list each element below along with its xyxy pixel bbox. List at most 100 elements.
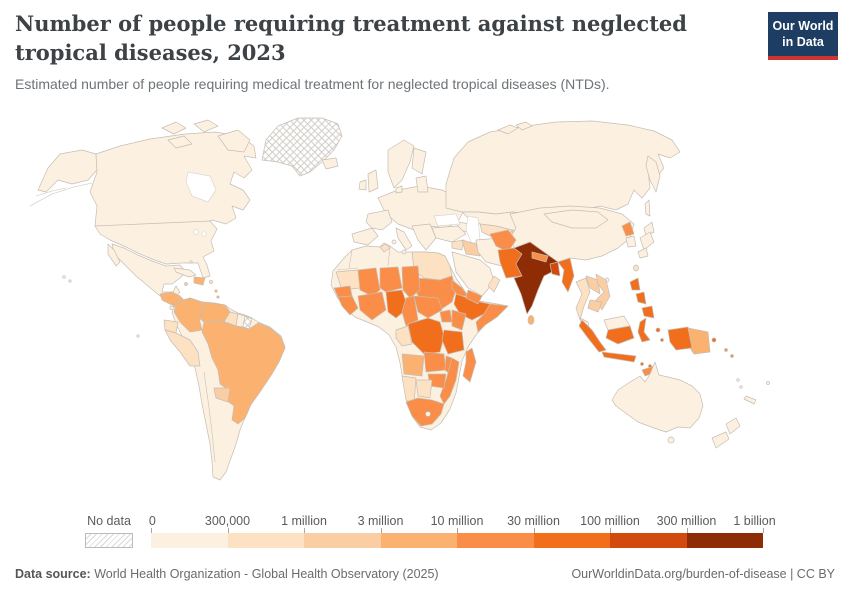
- peninsula-kamchatka[interactable]: [645, 155, 661, 193]
- country-dr-congo[interactable]: [407, 317, 445, 355]
- island-moluccas[interactable]: [660, 338, 664, 342]
- region-baltics[interactable]: [415, 175, 429, 193]
- country-laos[interactable]: [585, 275, 601, 295]
- country-brazil[interactable]: [201, 319, 286, 425]
- country-france[interactable]: [365, 209, 393, 231]
- region-scandinavia[interactable]: [387, 139, 415, 189]
- island-bahamas[interactable]: [189, 260, 193, 264]
- island-borneo-indonesia[interactable]: [605, 325, 635, 345]
- country-sri-lanka[interactable]: [527, 315, 535, 325]
- island-galapagos[interactable]: [136, 334, 140, 338]
- country-south-korea[interactable]: [625, 235, 637, 248]
- country-united-states[interactable]: [94, 220, 218, 279]
- island-hawaii[interactable]: [62, 275, 66, 279]
- country-paraguay[interactable]: [213, 387, 231, 403]
- arctic-island-baffin[interactable]: [217, 129, 251, 153]
- legend-bin-7[interactable]: [610, 533, 687, 548]
- country-philippines[interactable]: [641, 305, 655, 319]
- country-nepal[interactable]: [531, 251, 549, 263]
- legend-bin-5[interactable]: [457, 533, 534, 548]
- island-vanuatu[interactable]: [736, 378, 740, 382]
- country-japan[interactable]: [643, 221, 655, 237]
- country-tanzania[interactable]: [441, 329, 465, 355]
- region-west-papua-indonesia[interactable]: [667, 326, 693, 351]
- country-philippines[interactable]: [629, 277, 641, 291]
- arctic-island[interactable]: [167, 135, 193, 149]
- island-vanuatu[interactable]: [739, 385, 743, 389]
- country-chad[interactable]: [401, 265, 421, 299]
- country-cambodia[interactable]: [587, 299, 603, 313]
- island-taiwan[interactable]: [633, 264, 639, 272]
- country-botswana[interactable]: [415, 379, 433, 399]
- island-antilles[interactable]: [214, 289, 218, 293]
- country-denmark[interactable]: [395, 185, 403, 194]
- island-novaya-zemlya[interactable]: [497, 124, 519, 135]
- country-peru[interactable]: [164, 329, 201, 367]
- region-balkans-greece[interactable]: [411, 223, 437, 251]
- island-sakhalin[interactable]: [644, 199, 651, 217]
- island-java-indonesia[interactable]: [601, 351, 637, 363]
- island-sulawesi-indonesia[interactable]: [637, 317, 651, 343]
- country-bangladesh[interactable]: [549, 261, 561, 277]
- legend-bin-2[interactable]: [227, 533, 304, 548]
- island-tasmania[interactable]: [667, 436, 675, 444]
- legend-bin-4[interactable]: [380, 533, 457, 548]
- country-new-zealand[interactable]: [725, 417, 741, 435]
- legend-bin-1[interactable]: [151, 533, 228, 548]
- country-greenland[interactable]: [261, 117, 343, 177]
- country-iceland[interactable]: [321, 157, 339, 170]
- island-solomon[interactable]: [730, 354, 734, 358]
- region-baja-california[interactable]: [107, 243, 121, 267]
- country-ireland[interactable]: [358, 179, 367, 191]
- arctic-island[interactable]: [193, 119, 219, 133]
- country-italy[interactable]: [395, 227, 413, 251]
- country-finland[interactable]: [411, 147, 427, 175]
- island-hawaii[interactable]: [68, 279, 72, 283]
- country-oman[interactable]: [487, 275, 501, 293]
- legend-bin-8[interactable]: [686, 533, 763, 548]
- country-mexico[interactable]: [111, 243, 187, 301]
- island-antilles[interactable]: [216, 295, 220, 299]
- island-moluccas[interactable]: [655, 327, 661, 333]
- arctic-island[interactable]: [161, 121, 187, 135]
- country-alaska[interactable]: [37, 149, 98, 193]
- country-zambia[interactable]: [423, 351, 447, 373]
- country-kenya[interactable]: [451, 309, 467, 331]
- country-syria[interactable]: [451, 239, 465, 251]
- country-japan[interactable]: [637, 247, 649, 259]
- country-madagascar[interactable]: [462, 347, 477, 383]
- country-north-korea[interactable]: [621, 221, 635, 237]
- island-puerto-rico[interactable]: [209, 280, 213, 284]
- country-cuba[interactable]: [173, 267, 197, 278]
- no-data-swatch[interactable]: [85, 533, 133, 548]
- country-united-kingdom[interactable]: [367, 169, 379, 193]
- country-turkey[interactable]: [431, 225, 467, 243]
- country-south-africa[interactable]: [405, 397, 445, 427]
- country-afghanistan[interactable]: [489, 229, 517, 253]
- country-tunisia[interactable]: [379, 243, 391, 253]
- region-iberia[interactable]: [351, 227, 379, 246]
- country-iraq[interactable]: [461, 239, 481, 257]
- island-solomon[interactable]: [724, 348, 728, 352]
- island-novaya-zemlya[interactable]: [515, 121, 533, 131]
- island-sicily[interactable]: [401, 249, 407, 255]
- owid-logo[interactable]: Our World in Data: [768, 12, 838, 60]
- country-mongolia[interactable]: [543, 209, 609, 229]
- country-philippines[interactable]: [635, 291, 647, 305]
- country-central-african-republic[interactable]: [413, 295, 443, 319]
- legend-bin-3[interactable]: [304, 533, 381, 548]
- country-lesotho[interactable]: [425, 411, 431, 417]
- country-russia[interactable]: [445, 120, 681, 215]
- country-venezuela[interactable]: [198, 301, 231, 323]
- island-hispaniola[interactable]: [193, 276, 206, 286]
- country-papua-new-guinea[interactable]: [687, 327, 711, 355]
- country-angola[interactable]: [401, 353, 425, 377]
- region-guinea-coast[interactable]: [337, 295, 359, 316]
- country-somalia[interactable]: [475, 303, 509, 333]
- island-new-caledonia[interactable]: [743, 395, 757, 405]
- country-japan[interactable]: [639, 231, 655, 251]
- island-sumatra-indonesia[interactable]: [578, 319, 607, 353]
- legend-no-data[interactable]: No data: [85, 514, 133, 548]
- country-yemen[interactable]: [465, 289, 483, 305]
- country-colombia[interactable]: [173, 297, 205, 333]
